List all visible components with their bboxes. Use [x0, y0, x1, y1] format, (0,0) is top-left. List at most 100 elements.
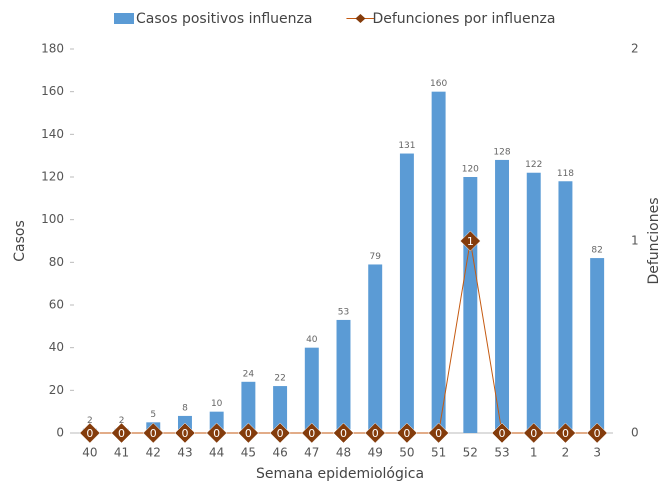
y2-axis-title: Defunciones — [646, 197, 662, 284]
bar-value-label: 24 — [243, 369, 255, 379]
bar — [399, 153, 414, 434]
marker-label: 0 — [118, 427, 125, 440]
marker — [523, 422, 545, 444]
marker — [79, 422, 101, 444]
marker-label: 0 — [435, 427, 442, 440]
bar-value-label: 5 — [150, 410, 156, 420]
bar-value-label: 10 — [211, 399, 223, 409]
marker — [206, 422, 228, 444]
x-tick-label: 1 — [530, 446, 538, 460]
marker-label: 0 — [562, 427, 569, 440]
x-tick-label: 45 — [241, 446, 256, 460]
y-tick-label: 40 — [49, 340, 64, 354]
bar — [273, 386, 288, 433]
y2-tick-label: 0 — [631, 426, 639, 440]
marker — [333, 422, 354, 444]
x-tick-label: 47 — [304, 446, 319, 460]
bar-value-label: 2 — [119, 416, 125, 426]
x-tick-label: 52 — [463, 446, 478, 460]
legend-label: Defunciones por influenza — [372, 11, 555, 27]
bar-value-label: 82 — [591, 246, 602, 256]
y-tick-label: 180 — [41, 42, 64, 56]
marker-label: 0 — [213, 427, 220, 440]
bar — [336, 319, 351, 433]
marker-label: 0 — [277, 427, 284, 440]
x-tick-label: 46 — [272, 446, 287, 460]
marker-label: 0 — [499, 427, 506, 440]
marker-label: 0 — [530, 427, 537, 440]
marker-label: 0 — [245, 427, 252, 440]
legend-swatch — [114, 13, 134, 24]
y-tick-label: 80 — [49, 255, 64, 269]
marker — [238, 422, 259, 444]
y2-tick-label: 2 — [631, 42, 639, 56]
marker — [555, 422, 576, 444]
marker — [364, 422, 386, 444]
marker-label: 1 — [467, 235, 474, 248]
marker — [142, 422, 164, 444]
bar-value-label: 122 — [525, 160, 542, 170]
bar-value-label: 79 — [369, 252, 381, 262]
x-tick-label: 40 — [82, 446, 97, 460]
bar-value-label: 22 — [274, 374, 285, 384]
bar-value-label: 40 — [306, 335, 318, 345]
bar — [304, 347, 319, 433]
bar — [431, 91, 446, 434]
y-tick-label: 140 — [41, 127, 64, 141]
bar-value-label: 118 — [557, 169, 574, 179]
marker-label: 0 — [181, 427, 188, 440]
x-tick-label: 50 — [399, 446, 414, 460]
marker — [396, 422, 418, 444]
x-tick-label: 49 — [368, 446, 383, 460]
marker-label: 0 — [403, 427, 410, 440]
y-tick-label: 100 — [41, 212, 64, 226]
x-tick-label: 3 — [593, 446, 601, 460]
legend-label: Casos positivos influenza — [136, 11, 312, 27]
marker-label: 0 — [86, 427, 93, 440]
x-tick-label: 42 — [146, 446, 161, 460]
x-tick-label: 48 — [336, 446, 351, 460]
marker — [586, 422, 608, 444]
x-tick-label: 43 — [177, 446, 192, 460]
x-axis-title: Semana epidemiológica — [256, 466, 424, 482]
bar — [463, 177, 478, 433]
marker-label: 0 — [340, 427, 347, 440]
marker-label: 0 — [308, 427, 315, 440]
y-tick-label: 160 — [41, 84, 64, 98]
bar-value-label: 120 — [462, 165, 479, 175]
bar — [590, 258, 605, 433]
y-tick-label: 120 — [41, 170, 64, 184]
x-tick-label: 41 — [114, 446, 129, 460]
bar-value-label: 2 — [87, 416, 93, 426]
marker-label: 0 — [150, 427, 157, 440]
bar — [495, 159, 510, 433]
marker — [428, 422, 449, 444]
marker — [269, 422, 291, 444]
marker — [491, 422, 513, 444]
y-axis-title: Casos — [12, 220, 28, 262]
legend-swatch — [355, 14, 366, 23]
y2-tick-label: 1 — [631, 234, 639, 248]
y-tick-label: 60 — [49, 298, 64, 312]
x-tick-label: 53 — [494, 446, 509, 460]
bar-value-label: 160 — [430, 79, 447, 89]
marker-label: 0 — [372, 427, 379, 440]
marker — [174, 422, 196, 444]
bar — [368, 264, 383, 433]
y-tick-label: 0 — [56, 426, 64, 440]
x-tick-label: 44 — [209, 446, 224, 460]
marker — [459, 230, 481, 252]
bar — [526, 172, 541, 433]
marker — [301, 422, 323, 444]
bar — [558, 181, 573, 433]
x-tick-label: 2 — [562, 446, 570, 460]
marker — [111, 422, 132, 444]
y-tick-label: 20 — [49, 383, 64, 397]
x-tick-label: 51 — [431, 446, 446, 460]
bar-value-label: 53 — [338, 307, 349, 317]
bar — [241, 381, 256, 433]
bar-value-label: 131 — [398, 141, 415, 151]
marker-label: 0 — [594, 427, 601, 440]
bar-value-label: 128 — [493, 147, 510, 157]
